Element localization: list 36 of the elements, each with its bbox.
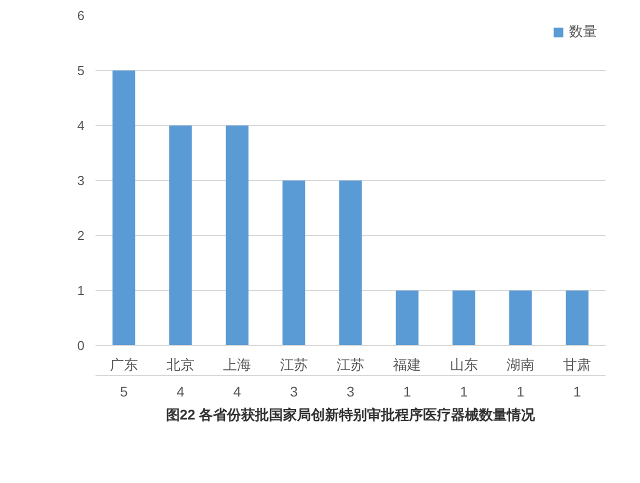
y-tick-label: 5 [77,63,85,78]
bar [509,290,532,346]
bar [339,180,362,346]
x-tick-label: 江苏 [280,356,308,372]
bar [396,290,418,346]
y-tick-label: 1 [77,283,85,298]
x-tick-label: 甘肃 [563,356,592,372]
x-tick-label: 湖南 [506,356,534,372]
data-label: 5 [120,384,128,400]
bar [112,70,136,346]
data-label: 1 [573,384,582,400]
x-tick-label: 上海 [223,356,252,372]
data-label: 3 [290,384,298,400]
data-label: 1 [516,384,525,400]
bar [226,126,248,346]
bar [169,126,192,346]
x-tick-label: 江苏 [336,356,364,372]
x-tick-label: 北京 [166,356,194,372]
legend-label: 数量 [569,23,597,41]
bar [566,290,588,346]
bar [452,290,476,346]
y-tick-label: 3 [77,173,85,188]
y-tick-label: 2 [77,228,85,243]
y-tick-label: 0 [77,338,85,353]
data-label: 1 [460,384,468,400]
data-label: 4 [233,384,242,400]
text: 图22 各省份获批国家局创新特别审批程序医疗器械数量情况 [166,406,536,422]
data-label: 1 [403,384,412,400]
x-tick-label: 福建 [393,356,422,372]
y-tick-label: 4 [77,118,85,133]
bar [282,180,306,346]
data-label: 4 [176,384,185,400]
y-tick-label: 6 [77,8,85,23]
x-tick-label: 广东 [110,356,138,372]
data-label: 3 [346,384,355,400]
x-tick-label: 山东 [450,356,478,372]
